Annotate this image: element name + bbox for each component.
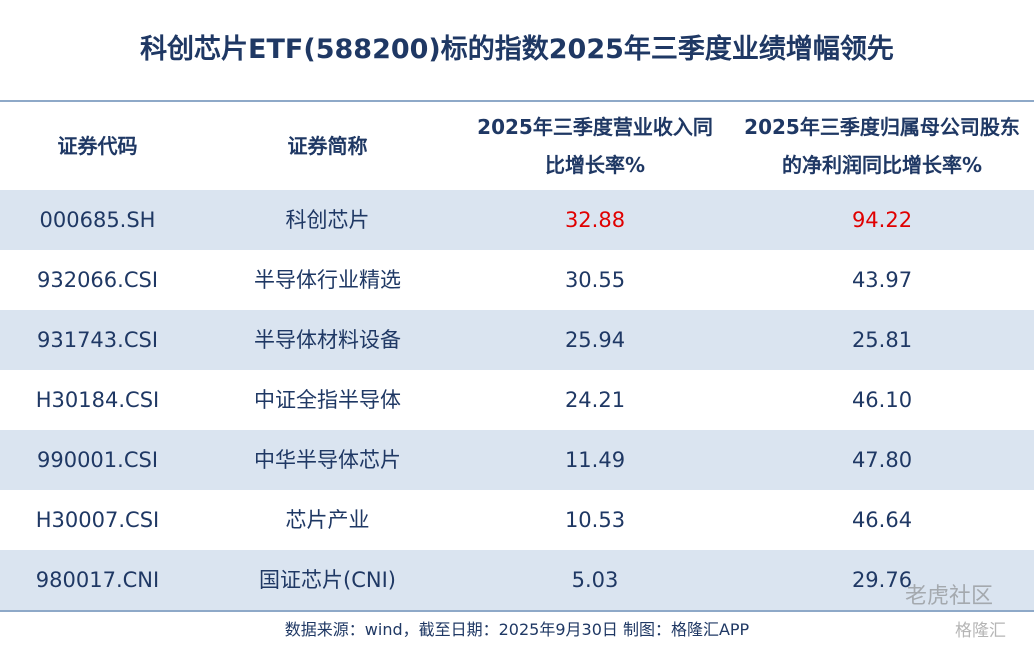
table-row: 990001.CSI 中华半导体芯片 11.49 47.80 (0, 430, 1034, 490)
watermark: 格隆汇 (955, 621, 1006, 641)
table-cell: 5.03 (571, 568, 619, 592)
table-row: H30184.CSI 中证全指半导体 24.21 46.10 (0, 370, 1034, 430)
table-cell: 25.81 (851, 328, 913, 352)
table-cell: 24.21 (564, 388, 626, 412)
table-cell: 94.22 (851, 208, 913, 232)
table-cell: 10.53 (564, 508, 626, 532)
table-cell: 中证全指半导体 (254, 388, 401, 412)
table-cell: 29.76 (851, 568, 913, 592)
watermark: 老虎社区 (905, 584, 994, 609)
column-header: 证券代码 (57, 134, 138, 158)
table-cell: 43.97 (851, 268, 913, 292)
table-cell: 000685.SH (39, 208, 156, 232)
title: 科创芯片ETF(588200)标的指数2025年三季度业绩增幅领先 (140, 34, 894, 65)
table-cell: 30.55 (564, 268, 626, 292)
table-cell: 科创芯片 (285, 208, 370, 232)
table-cell: 32.88 (564, 208, 626, 232)
table-cell: H30184.CSI (35, 388, 160, 412)
table-cell: 990001.CSI (36, 448, 159, 472)
column-header: 2025年三季度归属母公司股东的净利润同比增长率% (744, 115, 1020, 177)
table-cell: 25.94 (564, 328, 626, 352)
table-cell: 46.10 (851, 388, 913, 412)
rule (0, 610, 1034, 612)
source: 数据来源：wind，截至日期：2025年9月30日 制图：格隆汇APP (284, 620, 750, 639)
table-cell: 中华半导体芯片 (254, 448, 401, 472)
column-header: 证券简称 (287, 134, 368, 158)
table-row: H30007.CSI 芯片产业 10.53 46.64 (0, 490, 1034, 550)
table-cell: 半导体材料设备 (254, 328, 401, 352)
table-cell: 46.64 (851, 508, 913, 532)
table-cell: 芯片产业 (285, 508, 370, 532)
table-row: 931743.CSI 半导体材料设备 25.94 25.81 (0, 310, 1034, 370)
table-cell: H30007.CSI (35, 508, 160, 532)
table-cell: 半导体行业精选 (254, 268, 401, 292)
column-header: 2025年三季度营业收入同比增长率% (477, 115, 713, 177)
table-cell: 47.80 (851, 448, 913, 472)
table-cell: 国证芯片(CNI) (259, 568, 396, 592)
table-cell: 11.49 (564, 448, 626, 472)
table-row: 980017.CNI 国证芯片(CNI) 5.03 29.76 (0, 550, 1034, 610)
table-cell: 980017.CNI (35, 568, 160, 592)
rule (0, 100, 1034, 102)
table-cell: 932066.CSI (36, 268, 159, 292)
table-cell: 931743.CSI (36, 328, 159, 352)
table-row: 932066.CSI 半导体行业精选 30.55 43.97 (0, 250, 1034, 310)
table-row: 000685.SH 科创芯片 32.88 94.22 (0, 190, 1034, 250)
